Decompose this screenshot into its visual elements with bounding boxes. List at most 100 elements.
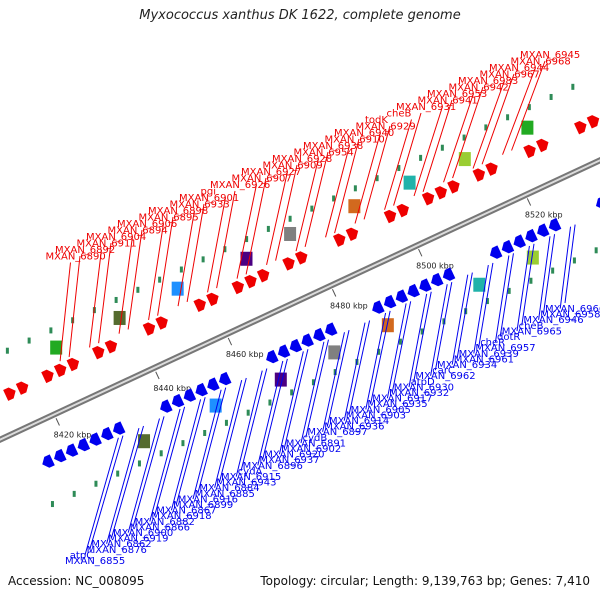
label-leader <box>334 138 360 234</box>
gene-label: MXAN_6932 <box>389 388 449 399</box>
reverse-gene-arrow <box>160 399 173 413</box>
gene-label: MXAN_6898 <box>148 206 208 217</box>
label-leader <box>481 73 515 165</box>
gene-label: MXAN_6899 <box>173 500 233 511</box>
gene-label: MXAN_6876 <box>87 545 147 556</box>
feature-box <box>348 199 361 214</box>
gene-label: MXAN_6965 <box>502 326 562 337</box>
label-leader <box>384 119 412 210</box>
label-leader <box>363 125 391 220</box>
rna-marker <box>571 83 575 90</box>
reverse-gene-arrow <box>101 426 114 441</box>
gene-label: atpD <box>411 377 435 388</box>
gene-label: MXAN_6943 <box>216 478 276 489</box>
label-leader <box>197 387 227 494</box>
feature-box <box>381 318 394 333</box>
gene-label: MXAN_6945 <box>520 50 580 61</box>
label-leader <box>127 418 160 533</box>
gene-label: MXAN_6910 <box>325 135 385 146</box>
gene-label: MXAN_6885 <box>195 489 255 500</box>
rna-marker <box>116 470 120 477</box>
forward-gene-arrow <box>282 257 295 271</box>
reverse-gene-arrow <box>395 289 409 303</box>
gene-label: MXAN_6926 <box>210 180 270 191</box>
label-leader <box>278 351 304 455</box>
gene-label: MXAN_6900 <box>113 528 173 539</box>
gene-label: MXAN_6855 <box>65 556 125 567</box>
label-leader <box>84 437 119 556</box>
rna-marker <box>506 114 510 121</box>
forward-gene-arrow <box>91 345 105 360</box>
gene-label: MXAN_6911 <box>77 239 137 250</box>
label-leader <box>283 349 309 449</box>
rna-marker <box>462 134 466 141</box>
rna-marker <box>50 501 54 508</box>
gene-label: MXAN_6895 <box>139 213 199 224</box>
gene-label: MXAN_6915 <box>221 472 281 483</box>
rna-marker <box>203 429 207 436</box>
gene-label: MXAN_6909 <box>263 161 323 172</box>
label-leader <box>422 99 453 192</box>
label-leader <box>322 332 345 432</box>
gene-label: MXAN_6929 <box>356 122 416 133</box>
label-leader <box>494 255 510 343</box>
rna-marker <box>266 225 270 232</box>
reverse-gene-arrow <box>301 333 314 347</box>
feature-box <box>209 398 222 413</box>
tick-mark <box>55 418 60 426</box>
reverse-gene-arrow <box>65 443 79 457</box>
gene-label: MXAN_6862 <box>91 539 151 550</box>
gene-label: cheB <box>387 109 412 120</box>
gene-label: MXAN_6939 <box>459 349 519 360</box>
label-leader <box>89 249 102 348</box>
gene-label: MXAN_6954 <box>294 148 354 159</box>
forward-gene-arrow <box>206 292 219 307</box>
forward-gene-arrow <box>485 162 498 176</box>
label-leader <box>98 242 112 344</box>
gene-label: MXAN_6892 <box>55 245 115 256</box>
rna-marker <box>572 257 576 264</box>
rna-marker <box>181 440 185 447</box>
rna-marker <box>527 104 531 111</box>
forward-gene-arrow <box>256 269 270 283</box>
forward-gene-arrow <box>66 357 80 372</box>
feature-box <box>473 277 486 292</box>
gene-label: MXAN_6896 <box>243 461 303 472</box>
gene-label: MXAN_6906 <box>117 219 177 230</box>
gene-label: MXAN_6953 <box>427 89 487 100</box>
label-leader <box>326 329 350 427</box>
label-leader <box>132 416 165 528</box>
rna-marker <box>377 348 381 355</box>
gene-label: cheB <box>519 321 544 332</box>
gene-label: MXAN_6934 <box>437 360 497 371</box>
label-leader <box>456 272 473 360</box>
tick-mark <box>418 248 423 257</box>
forward-gene-arrow <box>447 180 460 194</box>
gene-label: atpC <box>70 550 93 561</box>
label-leader <box>154 406 186 516</box>
gene-label: MXAN_6916 <box>178 494 238 505</box>
tick-label: 8480 kbp <box>330 302 368 311</box>
gene-label: MXAN_6931 <box>396 102 456 113</box>
feature-box <box>284 226 297 241</box>
reverse-gene-arrow <box>431 272 444 287</box>
reverse-gene-arrow <box>325 322 338 336</box>
label-leader <box>68 255 81 358</box>
rna-marker <box>375 175 379 182</box>
forward-gene-arrow <box>294 251 308 265</box>
rna-marker <box>290 389 294 396</box>
gene-label: MXAN_6866 <box>130 522 190 533</box>
label-leader <box>257 360 284 466</box>
gene-label: pgi <box>201 187 216 198</box>
gene-label: cheR <box>480 338 505 349</box>
label-leader <box>170 399 202 511</box>
reverse-gene-arrow <box>489 245 503 259</box>
reverse-gene-arrow <box>419 278 432 292</box>
label-leader <box>59 262 71 362</box>
rna-marker <box>136 286 140 293</box>
label-leader <box>214 380 243 488</box>
reverse-gene-arrow <box>218 371 232 386</box>
label-leader <box>262 358 288 460</box>
reverse-gene-arrow <box>548 217 562 232</box>
